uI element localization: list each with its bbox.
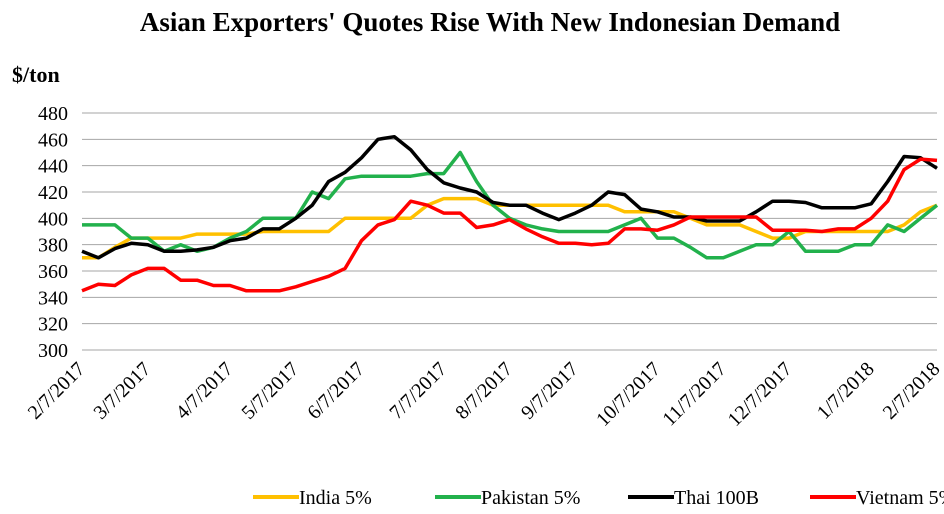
- y-axis-label: $/ton: [12, 62, 60, 87]
- x-tick-label: 10/7/2017: [592, 358, 665, 431]
- series-line: [81, 134, 938, 260]
- x-tick-label: 6/7/2017: [303, 358, 369, 424]
- x-tick-label: 12/7/2017: [724, 358, 797, 431]
- y-tick-label: 420: [38, 182, 68, 204]
- legend-label: Pakistan 5%: [481, 487, 580, 509]
- x-tick-label: 2/7/2017: [24, 358, 90, 424]
- x-tick-label: 2/7/2018: [879, 358, 944, 424]
- legend-label: Thai 100B: [674, 487, 759, 509]
- y-tick-label: 360: [38, 261, 68, 283]
- x-tick-label: 4/7/2017: [172, 358, 238, 424]
- y-tick-label: 480: [38, 103, 68, 125]
- y-tick-label: 380: [38, 235, 68, 257]
- x-tick-label: 11/7/2017: [658, 358, 730, 430]
- chart-title: Asian Exporters' Quotes Rise With New In…: [139, 7, 841, 37]
- legend-label: Vietnam 5%: [856, 487, 944, 509]
- series-line: [81, 157, 938, 293]
- y-tick-label: 340: [38, 287, 68, 309]
- x-tick-label: 7/7/2017: [385, 358, 451, 424]
- y-tick-label: 400: [38, 208, 68, 230]
- x-tick-label: 3/7/2017: [89, 358, 155, 424]
- y-tick-label: 460: [38, 129, 68, 151]
- x-tick-label: 8/7/2017: [451, 358, 517, 424]
- x-tick-label: 1/7/2018: [813, 358, 879, 424]
- y-tick-label: 440: [38, 156, 68, 178]
- x-tick-label: 5/7/2017: [237, 358, 303, 424]
- y-tick-label: 320: [38, 314, 68, 336]
- y-tick-label: 300: [38, 340, 68, 362]
- x-tick-label: 9/7/2017: [517, 358, 583, 424]
- legend-label: India 5%: [299, 487, 372, 509]
